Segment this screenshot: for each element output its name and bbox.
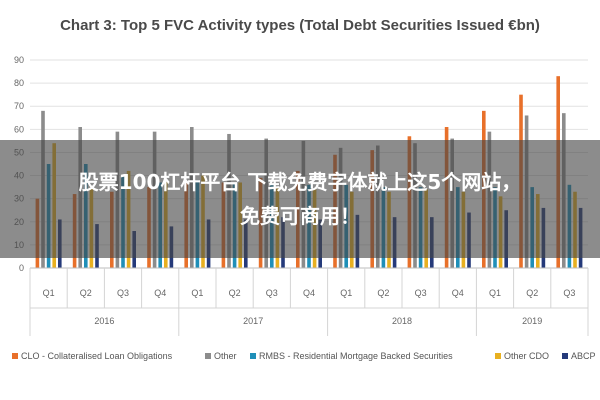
year-label: 2017 (243, 316, 263, 326)
legend-item: Other CDO (495, 351, 549, 361)
watermark-banner: 股票100杠杆平台 下载免费字体就上这5个网站， 免费可商用！ (0, 140, 600, 258)
y-tick-label: 0 (19, 263, 24, 273)
x-tick-label: Q3 (415, 288, 427, 298)
x-tick-label: Q1 (489, 288, 501, 298)
year-label: 2018 (392, 316, 412, 326)
legend-item: ABCP (562, 351, 596, 361)
legend-swatch (495, 353, 501, 359)
x-tick-label: Q3 (117, 288, 129, 298)
legend: CLO - Collateralised Loan Obligations Oth… (12, 351, 596, 361)
x-tick-label: Q1 (191, 288, 203, 298)
legend-label: CLO - Collateralised Loan Obligations (21, 351, 173, 361)
x-tick-label: Q4 (452, 288, 464, 298)
chart-title: Chart 3: Top 5 FVC Activity types (Total… (60, 17, 540, 34)
x-tick-label: Q4 (303, 288, 315, 298)
x-tick-label: Q2 (526, 288, 538, 298)
y-tick-label: 80 (14, 78, 24, 88)
legend-swatch (562, 353, 568, 359)
y-tick-label: 70 (14, 101, 24, 111)
banner-line-2: 免费可商用！ (240, 204, 360, 228)
x-tick-label: Q2 (80, 288, 92, 298)
x-tick-label: Q1 (340, 288, 352, 298)
legend-label: ABCP (571, 351, 596, 361)
legend-label: Other CDO (504, 351, 549, 361)
legend-swatch (250, 353, 256, 359)
x-tick-label: Q3 (563, 288, 575, 298)
x-axis: Q1 Q2 Q3 Q4 Q1 Q2 Q3 Q4 Q1 Q2 Q3 Q4 Q1 Q2 Q3 2016 2017 20… (29, 267, 589, 336)
legend-item: RMBS - Residential Mortgage Backed Secur… (250, 351, 453, 361)
legend-item: Other (205, 351, 237, 361)
legend-label: Other (214, 351, 237, 361)
legend-label: RMBS - Residential Mortgage Backed Secur… (259, 351, 453, 361)
year-label: 2019 (522, 316, 542, 326)
x-tick-label: Q1 (43, 288, 55, 298)
legend-swatch (205, 353, 211, 359)
banner-line-1: 股票100杠杆平台 下载免费字体就上这5个网站， (78, 170, 522, 194)
legend-swatch (12, 353, 18, 359)
legend-item: CLO - Collateralised Loan Obligations (12, 351, 173, 361)
x-tick-label: Q2 (229, 288, 241, 298)
year-label: 2016 (94, 316, 114, 326)
y-tick-label: 60 (14, 124, 24, 134)
x-tick-label: Q2 (377, 288, 389, 298)
x-tick-label: Q4 (154, 288, 166, 298)
x-tick-label: Q3 (266, 288, 278, 298)
y-tick-label: 90 (14, 55, 24, 65)
